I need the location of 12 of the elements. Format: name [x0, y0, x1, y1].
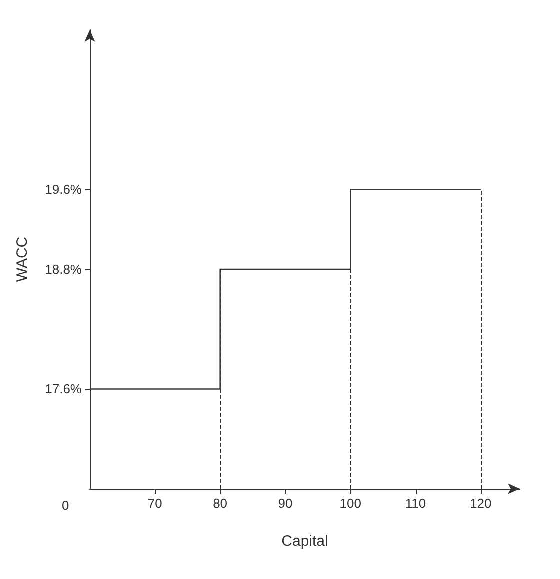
y-tick-label: 19.6%	[45, 182, 82, 198]
x-axis-title: Capital	[282, 533, 328, 550]
y-tick-label: 17.6%	[45, 382, 82, 397]
y-axis-title: WACC	[14, 236, 31, 282]
x-tick-label: 70	[148, 496, 162, 511]
x-tick-label: 120	[470, 496, 492, 511]
x-tick-label: 100	[340, 496, 362, 511]
y-tick-label: 18.8%	[45, 262, 82, 277]
text: 0	[62, 498, 70, 513]
x-tick-label: 110	[405, 496, 426, 511]
x-tick-label: 80	[213, 496, 228, 511]
x-tick-label: 90	[278, 496, 293, 511]
